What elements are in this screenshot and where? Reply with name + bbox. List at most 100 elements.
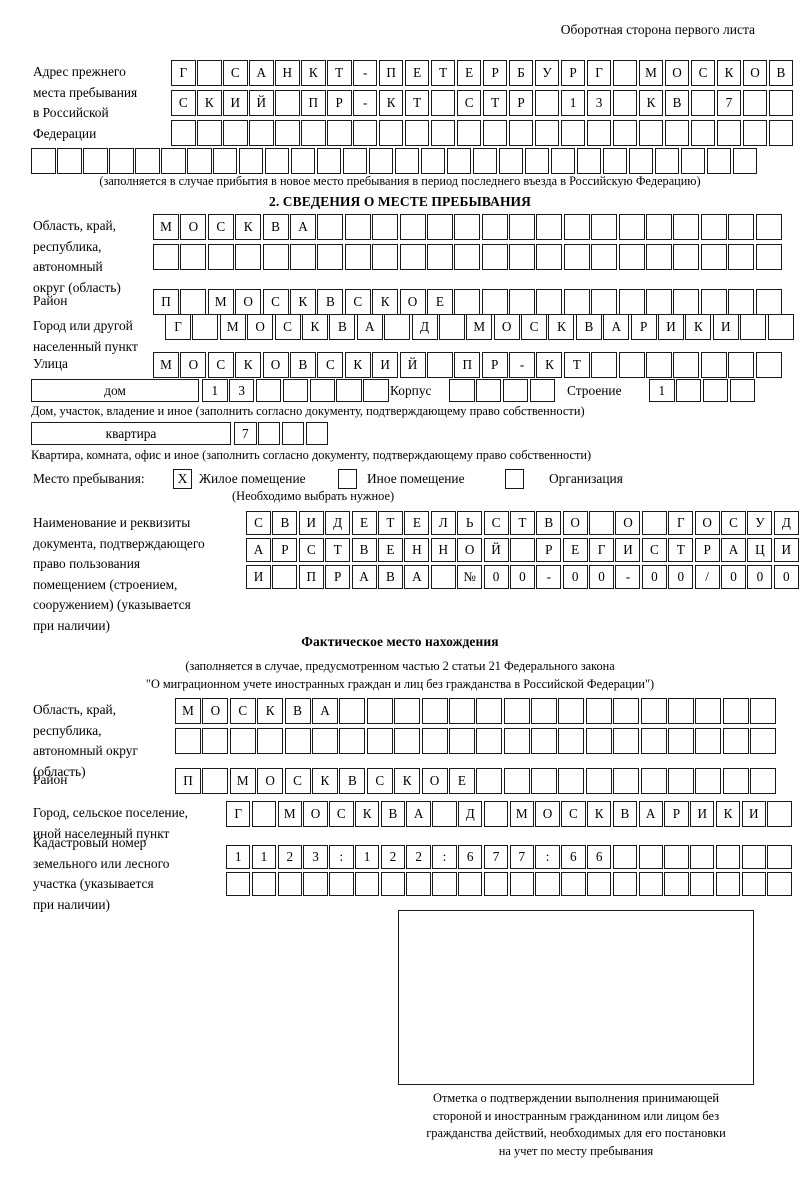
cadastral-row-2-cell-20[interactable] — [715, 872, 741, 896]
previous-address-row-2-cell-2[interactable]: К — [196, 90, 222, 116]
previous-address-row-3-cell-4[interactable] — [248, 120, 274, 146]
region-row-1-cell-16[interactable] — [563, 214, 590, 240]
actual-city-row-cell-17[interactable]: А — [638, 801, 663, 827]
actual-region-row-2-cell-21[interactable] — [722, 728, 749, 754]
previous-address-row-4-cell-10[interactable] — [264, 148, 290, 174]
district-row-cell-17[interactable] — [591, 289, 618, 315]
document-row-3-cell-10[interactable]: 0 — [483, 565, 509, 589]
korpus-row-cell-3[interactable] — [502, 379, 529, 402]
region-row-2-cell-8[interactable] — [344, 244, 371, 270]
cadastral-row-1-cell-11[interactable]: 7 — [483, 845, 509, 869]
actual-district-row-cell-6[interactable]: К — [311, 768, 338, 794]
actual-region-row-1-cell-10[interactable] — [421, 698, 448, 724]
document-row-1-cell-11[interactable]: Т — [509, 511, 535, 535]
actual-city-row-cell-4[interactable]: О — [303, 801, 328, 827]
actual-city-row-cell-1[interactable]: Г — [226, 801, 251, 827]
region-row-2-cell-12[interactable] — [454, 244, 481, 270]
actual-district-row-cell-16[interactable] — [585, 768, 612, 794]
cadastral-row-2-cell-6[interactable] — [354, 872, 380, 896]
region-row-2-cell-1[interactable] — [153, 244, 179, 270]
cadastral-row-1-cell-1[interactable]: 1 — [226, 845, 251, 869]
region-row-2-cell-10[interactable] — [399, 244, 426, 270]
previous-address-row-4-cell-24[interactable] — [628, 148, 654, 174]
region-row-2-cell-4[interactable] — [235, 244, 262, 270]
street-row-cell-10[interactable]: Й — [399, 352, 426, 378]
previous-address-row-1-cell-1[interactable]: Г — [171, 60, 196, 86]
region-row-1-cell-4[interactable]: К — [235, 214, 262, 240]
city-row-cell-20[interactable]: К — [685, 314, 712, 340]
actual-district-row-cell-17[interactable] — [613, 768, 640, 794]
street-row-cell-8[interactable]: К — [344, 352, 371, 378]
previous-address-row-4-cell-21[interactable] — [550, 148, 576, 174]
actual-region-row-2-cell-8[interactable] — [366, 728, 393, 754]
region-row-1-cell-6[interactable]: А — [289, 214, 316, 240]
previous-address-row-1-cell-17[interactable]: Г — [586, 60, 612, 86]
document-row-2-cell-18[interactable]: Р — [694, 538, 720, 562]
previous-address-row-2-cell-1[interactable]: С — [171, 90, 196, 116]
region-row-2-cell-9[interactable] — [372, 244, 399, 270]
actual-region-row-2[interactable] — [175, 728, 777, 754]
document-row-2-cell-3[interactable]: С — [298, 538, 324, 562]
document-row-2-cell-20[interactable]: Ц — [747, 538, 773, 562]
actual-region-row-1-cell-12[interactable] — [476, 698, 503, 724]
city-row-cell-19[interactable]: И — [658, 314, 685, 340]
city-row-cell-23[interactable] — [767, 314, 794, 340]
korpus-row-cell-2[interactable] — [475, 379, 502, 402]
region-row-1-cell-23[interactable] — [755, 214, 782, 240]
previous-address-row-1-cell-19[interactable]: М — [638, 60, 664, 86]
region-row-2-cell-17[interactable] — [591, 244, 618, 270]
document-row-1-cell-7[interactable]: Е — [404, 511, 430, 535]
previous-address-row-2-cell-17[interactable]: 3 — [586, 90, 612, 116]
city-row-cell-4[interactable]: О — [247, 314, 274, 340]
district-row-cell-21[interactable] — [700, 289, 727, 315]
document-row-3-cell-18[interactable]: / — [694, 565, 720, 589]
document-row-2-cell-11[interactable] — [509, 538, 535, 562]
region-row-1-cell-5[interactable]: В — [262, 214, 289, 240]
previous-address-row-3-cell-20[interactable] — [664, 120, 690, 146]
street-row-cell-18[interactable] — [618, 352, 645, 378]
region-row-2-cell-6[interactable] — [289, 244, 316, 270]
region-row-2-cell-14[interactable] — [509, 244, 536, 270]
actual-district-row-cell-7[interactable]: В — [339, 768, 366, 794]
city-row-cell-12[interactable]: М — [466, 314, 493, 340]
previous-address-row-3-cell-6[interactable] — [300, 120, 326, 146]
document-row-2-cell-12[interactable]: Р — [536, 538, 562, 562]
stroenie-row-cell-1[interactable]: 1 — [649, 379, 675, 402]
document-row-1-cell-6[interactable]: Т — [377, 511, 403, 535]
document-row-3-cell-16[interactable]: 0 — [641, 565, 667, 589]
cadastral-row-2-cell-1[interactable] — [226, 872, 251, 896]
actual-district-row-cell-4[interactable]: О — [257, 768, 284, 794]
region-row-1-cell-21[interactable] — [700, 214, 727, 240]
document-row-1-cell-8[interactable]: Л — [430, 511, 456, 535]
cadastral-row-1-cell-21[interactable] — [741, 845, 767, 869]
region-row-1-cell-18[interactable] — [618, 214, 645, 240]
previous-address-row-3-cell-17[interactable] — [586, 120, 612, 146]
region-row-1-cell-9[interactable] — [372, 214, 399, 240]
flat-number-row-cell-2[interactable] — [257, 422, 281, 445]
street-row-cell-12[interactable]: П — [454, 352, 481, 378]
city-row-cell-18[interactable]: Р — [630, 314, 657, 340]
document-row-2-cell-9[interactable]: О — [457, 538, 483, 562]
document-row-1-cell-3[interactable]: И — [298, 511, 324, 535]
document-row-1-cell-4[interactable]: Д — [325, 511, 351, 535]
previous-address-row-1-cell-20[interactable]: О — [664, 60, 690, 86]
district-row-cell-16[interactable] — [563, 289, 590, 315]
previous-address-row-1-cell-13[interactable]: Р — [482, 60, 508, 86]
actual-city-row-cell-3[interactable]: М — [277, 801, 302, 827]
actual-city-row-cell-2[interactable] — [251, 801, 277, 827]
city-row-cell-1[interactable]: Г — [165, 314, 191, 340]
district-row-cell-15[interactable] — [536, 289, 563, 315]
previous-address-row-1-cell-10[interactable]: Е — [404, 60, 430, 86]
actual-region-row-1-cell-2[interactable]: О — [202, 698, 229, 724]
region-row-2-cell-13[interactable] — [481, 244, 508, 270]
previous-address-row-4-cell-14[interactable] — [368, 148, 394, 174]
district-row-cell-19[interactable] — [646, 289, 673, 315]
actual-district-row-cell-14[interactable] — [531, 768, 558, 794]
previous-address-row-2-cell-10[interactable]: Т — [404, 90, 430, 116]
document-row-3-cell-14[interactable]: 0 — [589, 565, 615, 589]
previous-address-row-2-cell-14[interactable]: Р — [508, 90, 534, 116]
previous-address-row-3-cell-5[interactable] — [274, 120, 300, 146]
